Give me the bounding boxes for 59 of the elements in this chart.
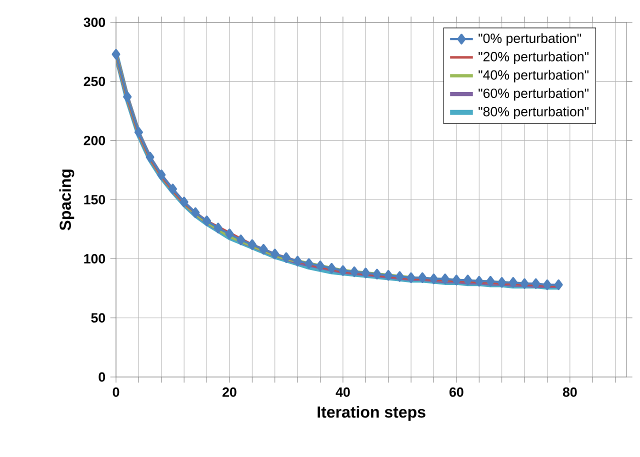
- point: [202, 216, 212, 226]
- point: [474, 276, 484, 287]
- x-tick-label: 80: [562, 387, 577, 397]
- point: [406, 272, 416, 284]
- y-tick-label: 200: [84, 136, 106, 146]
- point: [225, 228, 234, 240]
- point: [429, 274, 438, 284]
- point: [395, 271, 404, 282]
- x-tick-label: 40: [336, 387, 350, 397]
- point: [542, 279, 552, 290]
- point: [372, 268, 382, 280]
- point: [123, 91, 132, 102]
- point: [168, 184, 178, 194]
- point: [418, 272, 427, 284]
- point: [554, 279, 563, 290]
- x-tick-label: 20: [222, 387, 236, 397]
- point: [316, 260, 325, 272]
- point: [338, 265, 348, 276]
- point: [464, 274, 472, 286]
- point: [440, 274, 450, 284]
- point: [259, 244, 268, 255]
- legend-label: "40% perturbation": [478, 70, 588, 82]
- point: [486, 276, 495, 287]
- point: [361, 268, 370, 278]
- point: [508, 277, 518, 288]
- point: [532, 278, 540, 289]
- point: [498, 277, 506, 288]
- legend-label: "60% perturbation": [478, 88, 588, 101]
- y-tick-label: 300: [84, 18, 106, 28]
- legend-label: "0% perturbation": [478, 33, 582, 46]
- y-tick-label: 100: [84, 254, 106, 264]
- point: [134, 126, 143, 138]
- point: [248, 239, 256, 250]
- point: [350, 266, 359, 278]
- x-tick-label: 60: [450, 387, 464, 397]
- point: [180, 196, 188, 208]
- point: [282, 252, 290, 263]
- point: [112, 48, 120, 60]
- y-axis-title: Spacing: [59, 170, 74, 230]
- point: [520, 278, 529, 289]
- legend-label: "80% perturbation": [478, 106, 588, 119]
- point: [214, 222, 222, 234]
- y-tick-label: 0: [98, 372, 106, 382]
- legend-label: "20% perturbation": [478, 52, 588, 64]
- point: [384, 270, 393, 281]
- point: [270, 248, 280, 260]
- x-axis-title: Iteration steps: [318, 406, 426, 421]
- point: [452, 274, 461, 286]
- y-tick-label: 250: [84, 76, 106, 86]
- x-tick-label: 0: [112, 387, 120, 397]
- point: [191, 207, 200, 218]
- point: [293, 256, 302, 266]
- y-tick-label: 50: [91, 313, 106, 323]
- y-tick-label: 150: [84, 194, 106, 204]
- point: [146, 152, 154, 162]
- point: [157, 170, 166, 180]
- point: [304, 258, 314, 269]
- point: [327, 262, 336, 274]
- point: [236, 234, 246, 246]
